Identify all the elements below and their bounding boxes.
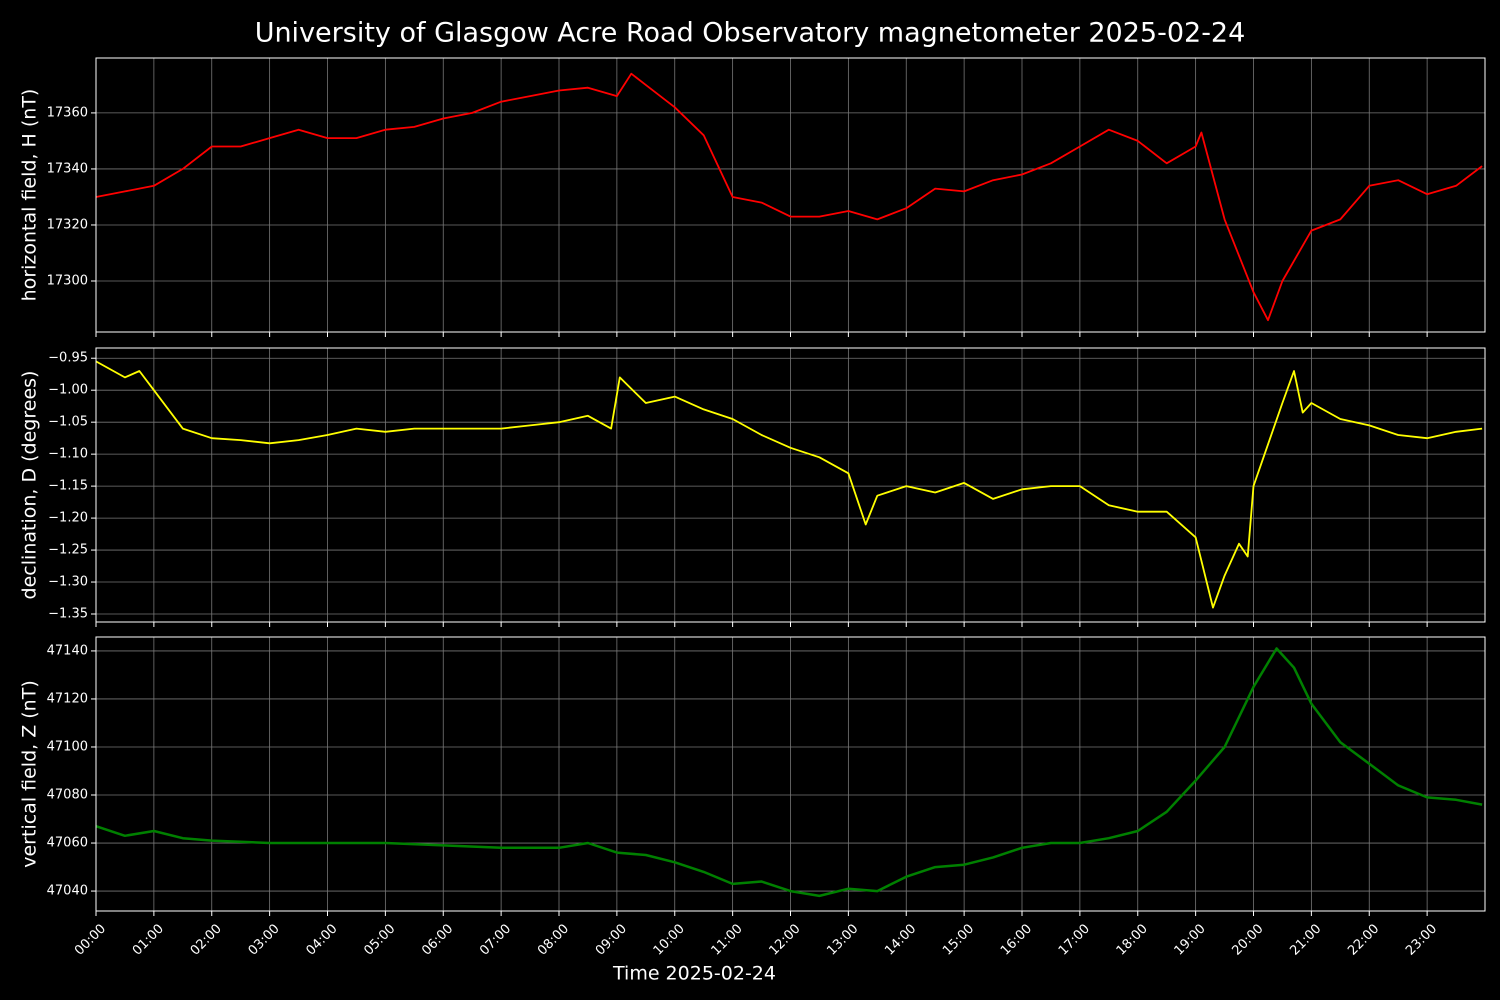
- x-tick-label: 09:00: [593, 921, 630, 958]
- x-tick-label: 02:00: [188, 921, 225, 958]
- x-tick-label: 07:00: [477, 921, 514, 958]
- x-tick-label: 08:00: [535, 921, 572, 958]
- y-tick-label: −1.10: [48, 447, 88, 462]
- y-tick-label: 47060: [47, 836, 88, 851]
- y-tick-label: 47080: [47, 788, 88, 803]
- y-tick-label: −1.30: [48, 575, 88, 590]
- y-tick-label: 47140: [47, 643, 88, 658]
- x-tick-label: 22:00: [1345, 921, 1382, 958]
- y-tick-label: 47100: [47, 739, 88, 754]
- y-tick-label: −1.00: [48, 383, 88, 398]
- y-tick-label: −1.05: [48, 415, 88, 430]
- x-tick-label: 12:00: [766, 921, 803, 958]
- data-line: [95, 647, 1483, 898]
- y-tick-label: −1.25: [48, 543, 88, 558]
- x-tick-label: 17:00: [1056, 921, 1093, 958]
- x-tick-label: 01:00: [130, 921, 167, 958]
- x-tick-label: 10:00: [651, 921, 688, 958]
- y-axis-label: declination, D (degrees): [19, 371, 41, 600]
- y-tick-label: 47040: [47, 884, 88, 899]
- x-tick-label: 11:00: [709, 921, 746, 958]
- x-tick-label: 21:00: [1287, 921, 1324, 958]
- x-tick-label: 00:00: [72, 921, 109, 958]
- x-tick-label: 18:00: [1114, 921, 1151, 958]
- y-tick-label: 17300: [47, 274, 88, 289]
- y-tick-label: 47120: [47, 691, 88, 706]
- y-tick-label: 17340: [47, 161, 88, 176]
- data-line: [95, 72, 1483, 322]
- x-tick-label: 15:00: [940, 921, 977, 958]
- y-axis-label: horizontal field, H (nT): [19, 89, 41, 302]
- x-tick-label: 19:00: [1172, 921, 1209, 958]
- x-axis-label: Time 2025-02-24: [612, 963, 776, 985]
- x-tick-label: 14:00: [882, 921, 919, 958]
- y-tick-label: −1.35: [48, 607, 88, 622]
- data-line: [95, 360, 1483, 609]
- y-tick-label: −1.15: [48, 479, 88, 494]
- y-tick-label: −1.20: [48, 511, 88, 526]
- x-tick-label: 04:00: [303, 921, 340, 958]
- plot-frame: [95, 347, 1486, 623]
- y-tick-label: 17320: [47, 217, 88, 232]
- plot-frame: [95, 57, 1486, 333]
- x-tick-label: 06:00: [419, 921, 456, 958]
- y-axis-label: vertical field, Z (nT): [19, 680, 41, 868]
- x-tick-label: 03:00: [246, 921, 283, 958]
- y-tick-label: −0.95: [48, 351, 88, 366]
- x-tick-label: 20:00: [1229, 921, 1266, 958]
- x-tick-label: 05:00: [361, 921, 398, 958]
- x-tick-label: 13:00: [824, 921, 861, 958]
- x-tick-label: 16:00: [998, 921, 1035, 958]
- y-tick-label: 17360: [47, 105, 88, 120]
- plot-frame: [95, 636, 1486, 912]
- chart-title: University of Glasgow Acre Road Observat…: [255, 18, 1246, 49]
- x-tick-label: 23:00: [1403, 921, 1440, 958]
